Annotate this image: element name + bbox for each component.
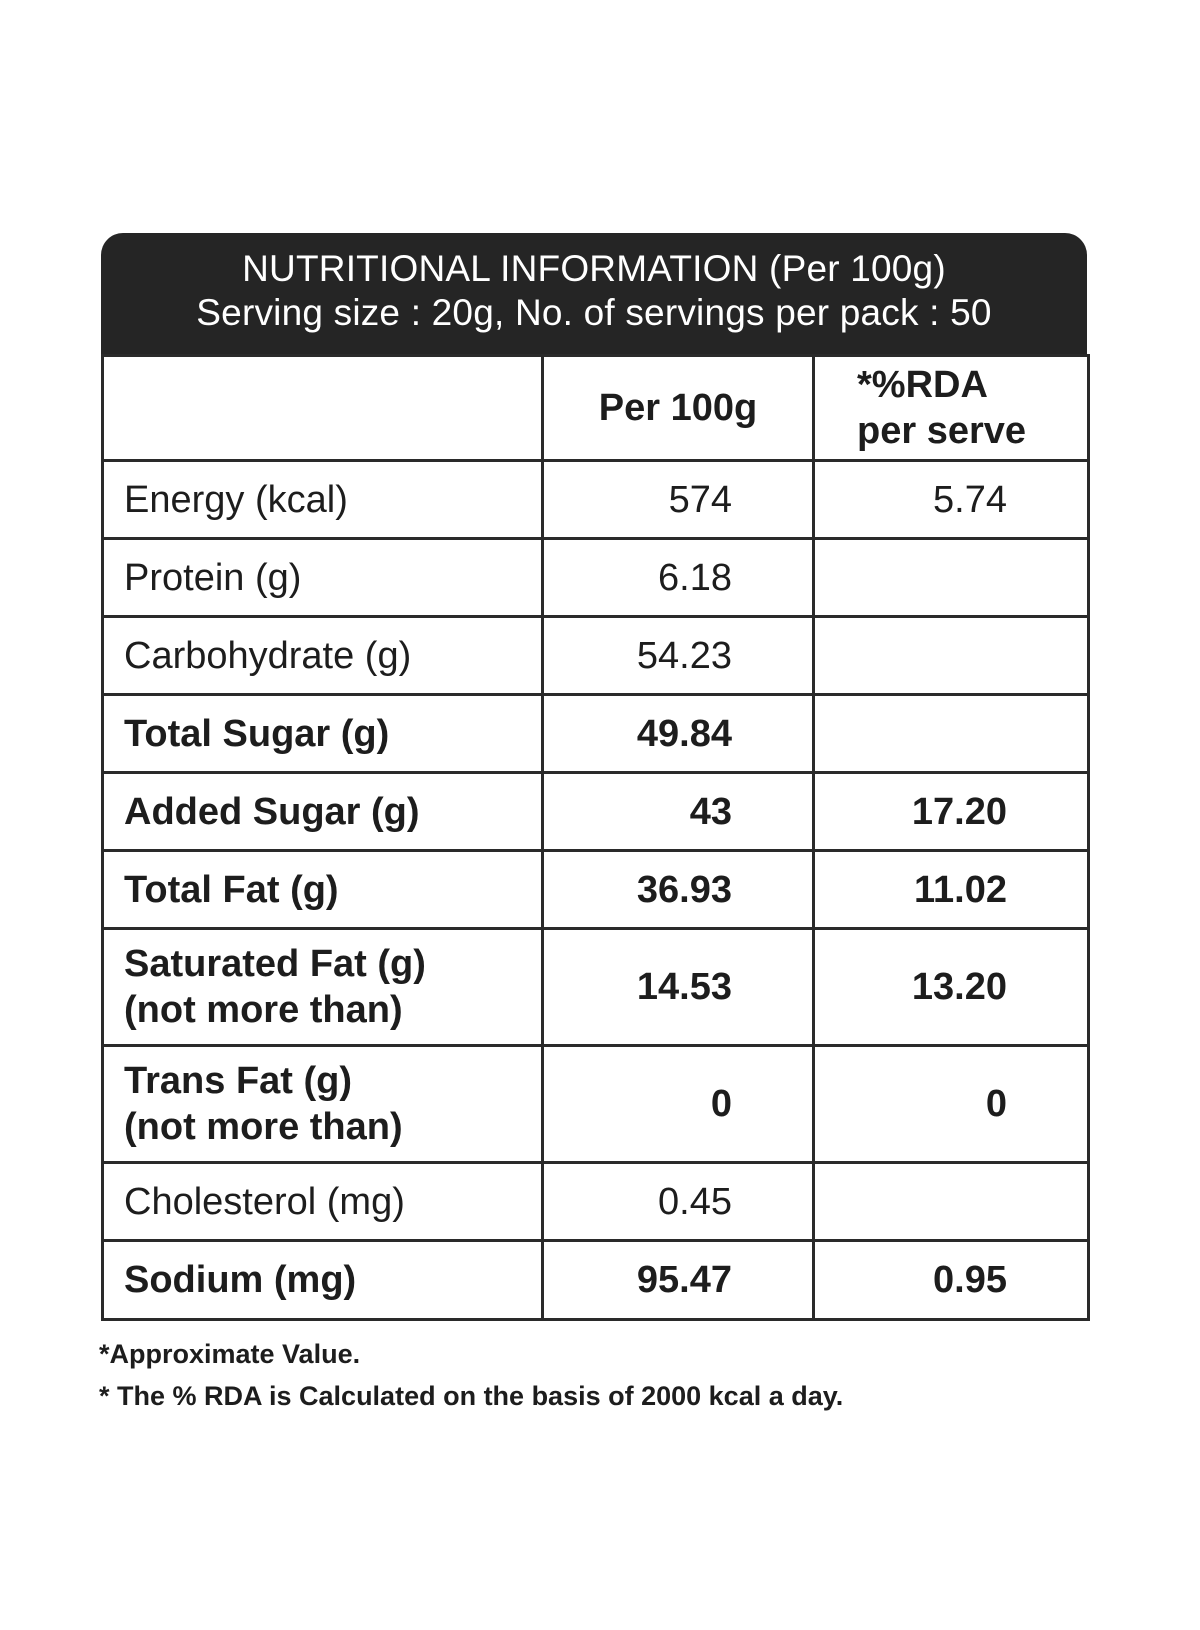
rda-header-line-1: *%RDA	[857, 364, 988, 406]
rda-value: 0.95	[812, 1239, 1090, 1321]
rda-value: 11.02	[812, 849, 1090, 930]
rda-value: 5.74	[812, 459, 1090, 540]
per-100g-value: 54.23	[541, 615, 815, 696]
rda-value	[812, 1161, 1090, 1242]
per-100g-value: 49.84	[541, 693, 815, 774]
rda-header-line-2: per serve	[857, 410, 1027, 452]
rda-value	[812, 615, 1090, 696]
per-100g-value: 0	[541, 1044, 815, 1164]
nutrient-label: Trans Fat (g) (not more than)	[101, 1044, 544, 1164]
table-row: Saturated Fat (g) (not more than) 14.53 …	[101, 927, 1090, 1047]
rda-value: 0	[812, 1044, 1090, 1164]
per-100g-value: 574	[541, 459, 815, 540]
nutrient-label: Carbohydrate (g)	[101, 615, 544, 696]
nutrient-label: Total Sugar (g)	[101, 693, 544, 774]
nutrient-label: Protein (g)	[101, 537, 544, 618]
nutrition-header: NUTRITIONAL INFORMATION (Per 100g) Servi…	[101, 233, 1087, 354]
table-row: Sodium (mg) 95.47 0.95	[101, 1239, 1090, 1321]
table-row: Total Fat (g) 36.93 11.02	[101, 849, 1090, 930]
per-100g-value: 6.18	[541, 537, 815, 618]
table-row: Carbohydrate (g) 54.23	[101, 615, 1090, 696]
table-row: Added Sugar (g) 43 17.20	[101, 771, 1090, 852]
nutrient-label-line-2: (not more than)	[124, 1106, 403, 1148]
rda-value	[812, 537, 1090, 618]
nutrient-label-line-1: Saturated Fat (g)	[124, 943, 426, 985]
rda-value	[812, 693, 1090, 774]
nutrient-label: Energy (kcal)	[101, 459, 544, 540]
nutrient-label-line-2: (not more than)	[124, 989, 403, 1031]
footnote-rda-basis: * The % RDA is Calculated on the basis o…	[99, 1381, 844, 1411]
table-row: Energy (kcal) 574 5.74	[101, 459, 1090, 540]
rda-value: 17.20	[812, 771, 1090, 852]
rda-value: 13.20	[812, 927, 1090, 1047]
table-row: Protein (g) 6.18	[101, 537, 1090, 618]
nutrient-label: Added Sugar (g)	[101, 771, 544, 852]
nutrient-label-line-1: Trans Fat (g)	[124, 1060, 353, 1102]
nutrient-label: Cholesterol (mg)	[101, 1161, 544, 1242]
per-100g-value: 14.53	[541, 927, 815, 1047]
per-100g-value: 0.45	[541, 1161, 815, 1242]
column-header-rda: *%RDA per serve	[812, 354, 1090, 462]
footnotes: *Approximate Value. * The % RDA is Calcu…	[99, 1333, 1099, 1417]
nutrition-title: NUTRITIONAL INFORMATION (Per 100g)	[242, 248, 946, 289]
nutrient-label: Saturated Fat (g) (not more than)	[101, 927, 544, 1047]
header-blank-cell	[101, 354, 544, 462]
per-100g-value: 36.93	[541, 849, 815, 930]
nutrient-label: Total Fat (g)	[101, 849, 544, 930]
footnote-approximate: *Approximate Value.	[99, 1339, 361, 1369]
serving-info: Serving size : 20g, No. of servings per …	[196, 292, 992, 333]
nutrient-label: Sodium (mg)	[101, 1239, 544, 1321]
nutrition-table: Per 100g *%RDA per serve Energy (kcal) 5…	[101, 354, 1090, 1321]
table-row: Cholesterol (mg) 0.45	[101, 1161, 1090, 1242]
table-row: Total Sugar (g) 49.84	[101, 693, 1090, 774]
per-100g-value: 95.47	[541, 1239, 815, 1321]
table-row: Trans Fat (g) (not more than) 0 0	[101, 1044, 1090, 1164]
column-header-per-100g: Per 100g	[541, 354, 815, 462]
table-header-row: Per 100g *%RDA per serve	[101, 354, 1090, 462]
nutrition-panel: NUTRITIONAL INFORMATION (Per 100g) Servi…	[101, 233, 1090, 1321]
per-100g-value: 43	[541, 771, 815, 852]
